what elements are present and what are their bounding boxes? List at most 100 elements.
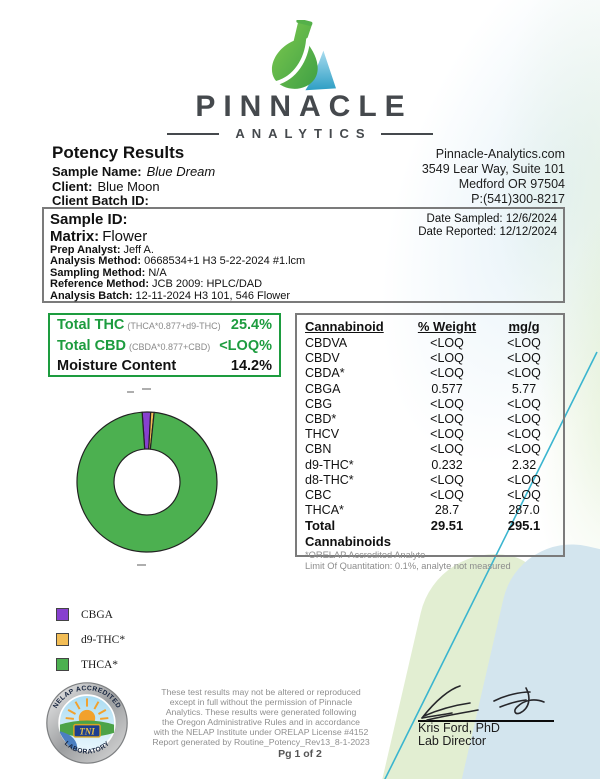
report-dates: Date Sampled: 12/6/2024 Date Reported: 1… (418, 213, 557, 238)
table-row: CBG <LOQ <LOQ (305, 397, 555, 412)
analyte-name: THCA* (305, 503, 344, 518)
analyte-mgg: <LOQ (507, 351, 541, 366)
table-footnote: *ORELAP Accredited Analyte (305, 550, 426, 561)
table-row: THCV <LOQ <LOQ (305, 427, 555, 442)
page-number: Pg 1 of 2 (278, 748, 322, 760)
meta-value: 12-11-2024 H3 101, 546 Flower (135, 289, 291, 302)
lab-address-line2: Medford OR 97504 (458, 177, 565, 191)
sample-info-box: Sample ID: Matrix: Flower Prep Analyst: Je… (42, 207, 565, 303)
date-reported-value: 12/12/2024 (499, 225, 557, 238)
client-line: Client: Blue Moon (52, 178, 215, 195)
legend-item: d9-THC* (56, 627, 125, 652)
summary-label: Total CBD (57, 337, 127, 354)
analyte-mgg: 287.0 (508, 503, 540, 518)
sample-name-line: Sample Name: Blue Dream (52, 164, 215, 180)
nelap-accreditation-seal-icon: TNI NELAP ACCREDITED LABORATORY (46, 682, 128, 764)
potency-summary-box: Total THC (THCA*0.877+d9-THC) 25.4% Tota… (48, 313, 281, 377)
chart-legend: CBGA d9-THC* THCA* (56, 602, 125, 677)
summary-formula: (THCA*0.877+d9-THC) (127, 321, 221, 331)
summary-formula: (CBDA*0.877+CBD) (129, 341, 211, 352)
table-row: CBGA 0.577 5.77 (305, 382, 555, 397)
sample-name-label: Sample Name: (52, 164, 142, 179)
analyte-name: THCV (305, 427, 340, 442)
table-row: CBDA* <LOQ <LOQ (305, 366, 555, 381)
analyte-mgg: <LOQ (507, 488, 541, 503)
summary-row: Total THC (THCA*0.877+d9-THC) 25.4% (57, 316, 272, 337)
table-row: CBDVA <LOQ <LOQ (305, 336, 555, 351)
client-label: Client: (52, 178, 93, 194)
analyte-mgg: <LOQ (507, 427, 541, 442)
sample-meta-line: Analysis Method: 0668534+1 H3 5-22-2024 #… (50, 256, 557, 267)
table-row: d9-THC* 0.232 2.32 (305, 458, 555, 473)
legend-swatch (56, 658, 69, 671)
signature-icon (421, 685, 545, 721)
meta-label: Analysis Batch: (50, 289, 133, 302)
analyte-mgg: <LOQ (507, 442, 541, 457)
analyte-name: CBN (305, 442, 332, 457)
disclaimer-line: These test results may not be altered or… (161, 687, 361, 697)
legend-label: d9-THC* (81, 633, 126, 646)
analyte-weight: <LOQ (430, 366, 464, 381)
analyte-weight: <LOQ (430, 472, 464, 487)
disclaimer-line: Report generated by Routine_Potency_Rev1… (152, 736, 370, 747)
meta-label: Prep Analyst: (50, 244, 121, 256)
client-value: Blue Moon (97, 178, 160, 194)
total-weight: 29.51 (430, 518, 464, 534)
sample-meta-line: Analysis Batch: 12-11-2024 H3 101, 546 Fl… (50, 289, 557, 302)
analyte-name: d9-THC* (305, 457, 354, 472)
date-sampled-value: 12/6/2024 (505, 213, 557, 225)
brand-subtitle: ANALYTICS (235, 126, 372, 141)
legend-swatch (56, 633, 69, 646)
summary-row: Moisture Content 14.2% (57, 357, 272, 377)
analyte-name: CBGA (305, 381, 341, 396)
lab-phone: P:(541)300-8217 (471, 192, 565, 206)
sample-meta-line: Sampling Method: N/A (50, 267, 557, 279)
matrix-line: Matrix: Flower (50, 228, 557, 245)
matrix-value: Flower (102, 228, 148, 245)
analyte-weight: <LOQ (430, 351, 464, 366)
analyte-mgg: <LOQ (507, 336, 541, 350)
cannabinoid-donut-chart (67, 385, 227, 571)
table-row: THCA* 28.7 287.0 (305, 503, 555, 518)
sample-meta-line: Reference Method: JCB 2009: HPLC/DAD (50, 279, 557, 290)
table-row: d8-THC* <LOQ <LOQ (305, 473, 555, 488)
legend-item: CBGA (56, 602, 125, 627)
signature-line (418, 720, 554, 722)
table-row: CBDV <LOQ <LOQ (305, 351, 555, 366)
meta-value: JCB 2009: HPLC/DAD (152, 278, 263, 291)
analyte-name: CBDVA (305, 336, 348, 350)
disclaimer-line: except in full without the permission of… (169, 696, 353, 707)
signatory-name: Kris Ford, PhD (418, 721, 500, 735)
client-batch-label: Client Batch ID: (52, 193, 149, 209)
report-info: Potency Results Sample Name: Blue Dream C… (52, 143, 215, 209)
analyte-mgg: 5.77 (511, 381, 537, 396)
date-sampled-label: Date Sampled: (426, 213, 503, 225)
client-batch-line: Client Batch ID: (52, 193, 215, 209)
analyte-weight: 28.7 (434, 503, 460, 518)
analyte-name: CBDA* (305, 366, 345, 381)
meta-label: Reference Method: (50, 278, 150, 291)
summary-value: 25.4% (230, 317, 272, 333)
sample-meta-line: Prep Analyst: Jeff A. (50, 244, 557, 256)
meta-value: Jeff A. (123, 244, 154, 256)
total-label: Total Cannabinoids (305, 518, 391, 550)
lab-website: Pinnacle-Analytics.com (435, 147, 565, 161)
table-row: CBD* <LOQ <LOQ (305, 412, 555, 427)
table-footnote: Limit Of Quantitation: 0.1%, analyte not… (305, 561, 511, 572)
disclaimer-line: with the NELAP Institute under ORELAP Li… (153, 726, 369, 737)
lab-contact-info: Pinnacle-Analytics.com 3549 Lear Way, Su… (422, 147, 565, 207)
legend-swatch (56, 608, 69, 621)
sample-id-label: Sample ID: (50, 211, 128, 228)
analyte-weight: 0.577 (431, 381, 463, 396)
total-mgg: 295.1 (507, 518, 541, 534)
analyte-mgg: <LOQ (507, 366, 541, 381)
matrix-label: Matrix: (50, 228, 100, 245)
header-cannabinoid: Cannabinoid (305, 319, 384, 334)
legend-label: CBGA (81, 608, 113, 621)
analyte-mgg: 2.32 (511, 457, 537, 472)
analyte-name: CBDV (305, 351, 340, 366)
analyte-weight: <LOQ (430, 442, 464, 457)
brand-subtitle-row: ANALYTICS (0, 126, 600, 141)
signatory-title: Lab Director (418, 734, 487, 748)
